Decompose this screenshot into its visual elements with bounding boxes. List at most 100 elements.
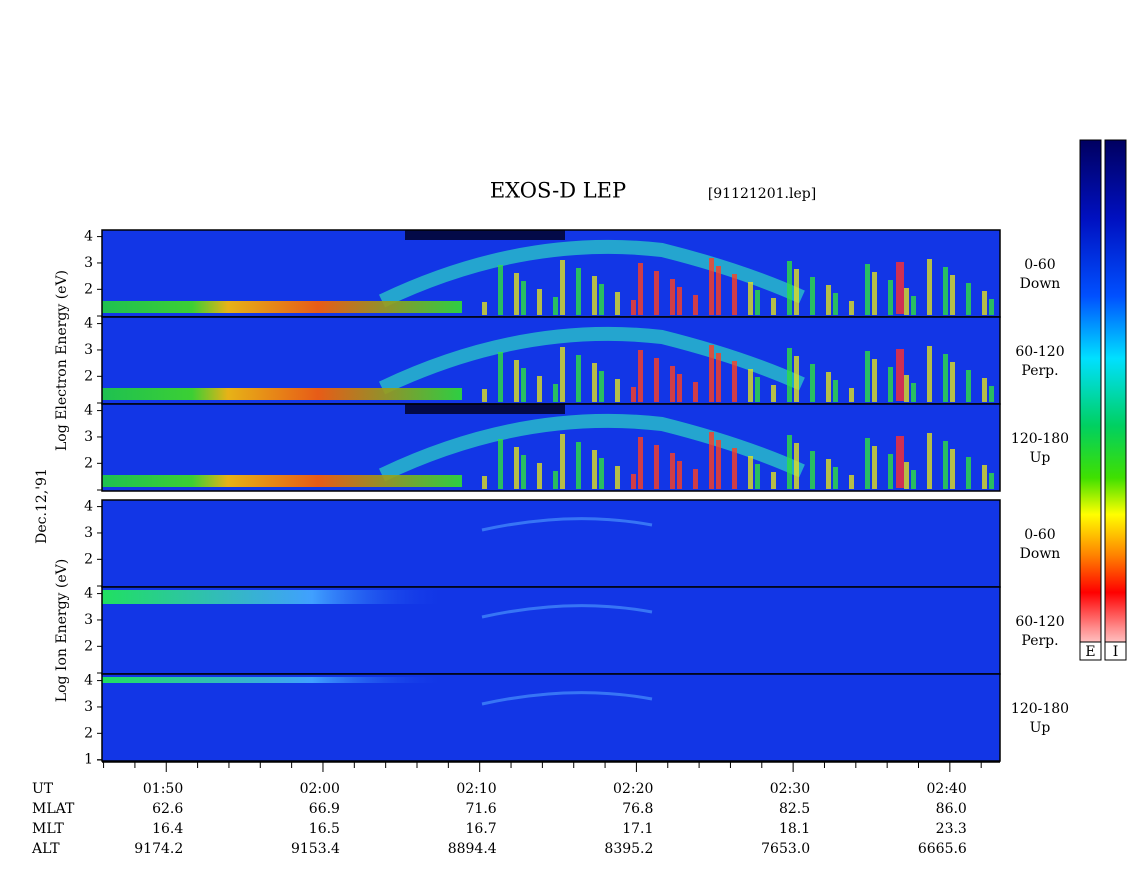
- low-energy-band: [102, 388, 462, 400]
- y-tick-label: 3: [84, 255, 93, 271]
- spike: [716, 440, 721, 489]
- spike: [982, 378, 987, 402]
- spike: [872, 359, 877, 402]
- spike: [709, 432, 714, 489]
- faint-arc: [481, 517, 653, 532]
- spike: [826, 285, 831, 315]
- dark-top: [405, 404, 565, 414]
- spike: [537, 289, 542, 315]
- spike: [755, 377, 760, 402]
- spike: [514, 273, 519, 315]
- spike: [865, 438, 870, 489]
- spike: [693, 382, 698, 402]
- spike: [896, 436, 904, 488]
- spike: [631, 474, 636, 489]
- spike: [911, 470, 916, 489]
- y-tick-label: 2: [84, 281, 93, 297]
- x-tick-label: 02:20: [613, 781, 653, 797]
- y-tick-label: 1: [84, 752, 93, 768]
- ephemeris-value: 82.5: [779, 801, 810, 817]
- ephemeris-value: 66.9: [309, 801, 340, 817]
- spike: [599, 284, 604, 315]
- spike: [787, 435, 792, 489]
- y-tick-label: 2: [84, 455, 93, 471]
- y-tick-label: 3: [84, 612, 93, 628]
- spike: [771, 472, 776, 489]
- spike: [810, 277, 815, 315]
- colorbar-label: E: [1085, 644, 1095, 660]
- spike: [693, 295, 698, 315]
- spike: [482, 476, 487, 489]
- spike: [670, 453, 675, 489]
- spike: [654, 271, 659, 315]
- spike: [982, 291, 987, 315]
- ephemeris-value: 18.1: [779, 821, 810, 837]
- title: EXOS-D LEP: [490, 179, 626, 203]
- spike: [576, 355, 581, 402]
- colorbar: [1104, 139, 1127, 661]
- spike: [638, 263, 643, 315]
- spike: [966, 283, 971, 315]
- spike: [810, 451, 815, 489]
- y-tick-label: 2: [84, 638, 93, 654]
- ephemeris-value: 71.6: [466, 801, 497, 817]
- panel-label: 60-120: [1015, 344, 1064, 360]
- spike: [865, 351, 870, 402]
- spike: [872, 446, 877, 489]
- spike: [833, 293, 838, 315]
- panel-label: 0-60: [1024, 527, 1055, 543]
- streak: [102, 677, 452, 683]
- ephemeris-label: UT: [32, 781, 54, 797]
- ephemeris-label: MLT: [32, 821, 64, 837]
- spike: [826, 459, 831, 489]
- y-tick-label: 4: [84, 499, 93, 515]
- spike: [670, 279, 675, 315]
- spike: [904, 375, 909, 402]
- spike: [677, 374, 682, 402]
- spike: [794, 356, 799, 402]
- ephemeris-value: 6665.6: [918, 841, 967, 857]
- spike: [755, 464, 760, 489]
- spike: [849, 388, 854, 402]
- faint-arc: [481, 691, 653, 706]
- spike: [896, 262, 904, 314]
- spike: [927, 259, 932, 315]
- spike: [553, 384, 558, 402]
- arc-feature: [378, 413, 805, 482]
- spike: [560, 347, 565, 402]
- y-tick-label: 3: [84, 525, 93, 541]
- streak: [102, 590, 452, 604]
- spike: [670, 366, 675, 402]
- x-tick-label: 02:40: [926, 781, 966, 797]
- spectrogram-bg: [102, 500, 1000, 587]
- spike: [966, 457, 971, 489]
- spike: [716, 266, 721, 315]
- spike: [553, 471, 558, 489]
- panel-label: 60-120: [1015, 614, 1064, 630]
- panel-label: 0-60: [1024, 257, 1055, 273]
- spike: [732, 361, 737, 402]
- spike: [521, 455, 526, 489]
- ephemeris-value: 16.7: [466, 821, 497, 837]
- ephemeris-value: 9153.4: [291, 841, 340, 857]
- y-tick-label: 4: [84, 229, 93, 245]
- plots: 2 3 4 0-60 Down 2 3 4 60-120 Perp. 2 3 4 120-180 Up Log…: [54, 229, 1069, 768]
- arc-feature: [378, 326, 805, 395]
- spike: [498, 439, 503, 489]
- ephemeris-label: ALT: [31, 841, 60, 857]
- spike: [693, 469, 698, 489]
- y-tick-label: 2: [84, 725, 93, 741]
- panel-label: Perp.: [1021, 633, 1058, 649]
- spike: [638, 350, 643, 402]
- spike: [966, 370, 971, 402]
- spike: [498, 352, 503, 402]
- y-tick-label: 3: [84, 429, 93, 445]
- spike: [810, 364, 815, 402]
- spike: [989, 473, 994, 489]
- spike: [576, 268, 581, 315]
- spike: [943, 354, 948, 402]
- ephemeris-value: 23.3: [936, 821, 967, 837]
- y-tick-label: 2: [84, 368, 93, 384]
- group-label: Log Electron Energy (eV): [54, 270, 70, 451]
